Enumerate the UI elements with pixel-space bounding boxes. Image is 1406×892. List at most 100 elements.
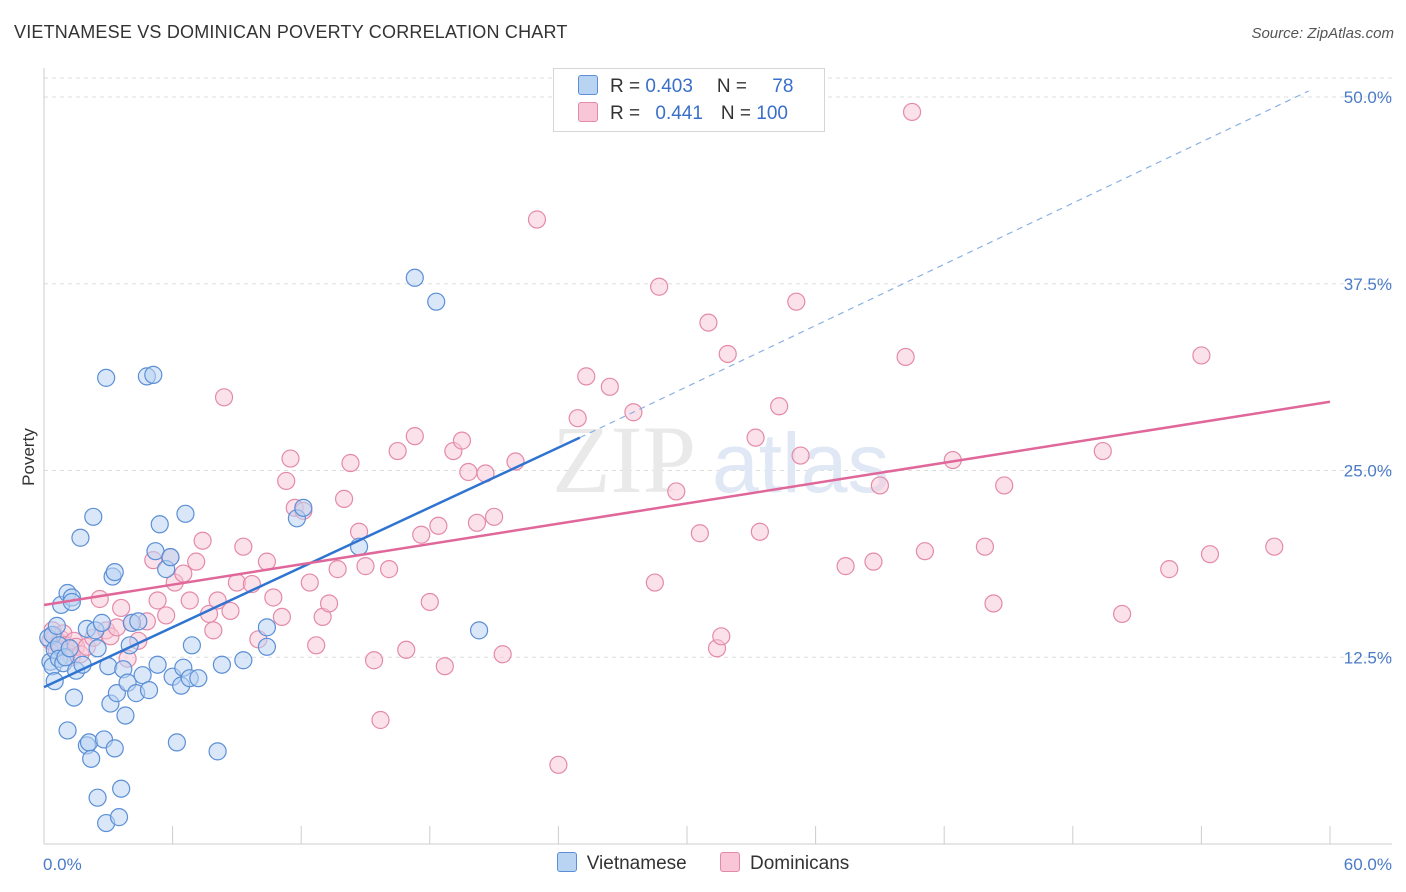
vietnamese-point-75 — [469, 621, 489, 640]
dominicans-point-108 — [1192, 346, 1211, 365]
vietnamese-point-40 — [112, 779, 131, 798]
dominicans-point-26 — [157, 606, 176, 625]
vietnamese-point-24 — [82, 749, 101, 768]
dominicans-point-80 — [600, 377, 619, 396]
dominicans-point-109 — [1200, 545, 1220, 564]
dominicans-point-44 — [272, 607, 292, 627]
dominicans-point-104 — [995, 476, 1014, 495]
dominicans-point-71 — [467, 513, 487, 532]
dominicans-point-60 — [379, 560, 399, 579]
dominicans-point-102 — [975, 537, 995, 556]
axes — [43, 68, 1392, 845]
dominicans-point-63 — [405, 427, 424, 446]
dominicans-point-34 — [204, 621, 223, 640]
dominicans-point-91 — [750, 522, 769, 541]
legend-n-value: 78 — [772, 76, 794, 97]
x-tick-label-min: 0.0% — [43, 855, 82, 874]
vietnamese-point-68 — [257, 637, 277, 656]
dominicans-points — [41, 102, 1284, 774]
series-legend: Vietnamese Dominicans — [0, 852, 1406, 875]
legend-r-label: R = — [610, 76, 646, 97]
dominicans-point-69 — [452, 431, 472, 450]
dominicans-point-50 — [307, 636, 326, 655]
dominicans-point-62 — [397, 640, 416, 659]
dominicans-point-58 — [364, 651, 384, 670]
dominicans-point-78 — [568, 409, 587, 428]
legend-item-dominicans: Dominicans — [720, 852, 849, 875]
dominicans-point-43 — [264, 588, 283, 607]
dominicans-point-83 — [650, 277, 669, 296]
dominicans-point-36 — [214, 388, 234, 407]
vietnamese-points — [39, 268, 489, 833]
dominicans-point-94 — [791, 446, 810, 465]
legend-row-vietnamese: R = 0.403 N = 78 — [578, 75, 793, 101]
dominicans-point-103 — [984, 594, 1003, 613]
dominicans-point-105 — [1093, 441, 1112, 461]
dominicans-point-31 — [187, 552, 206, 571]
dominicans-point-110 — [1265, 537, 1284, 556]
dominicans-point-67 — [435, 657, 454, 676]
y-tick-label-3: 50.0% — [1344, 88, 1392, 107]
dominicans-point-96 — [864, 552, 883, 571]
y-tick-label-0: 12.5% — [1344, 648, 1392, 667]
vietnamese-point-65 — [208, 742, 227, 761]
vietnamese-point-39 — [109, 808, 129, 827]
dominicans-point-74 — [493, 645, 512, 664]
vietnamese-point-27 — [88, 788, 107, 807]
dominicans-swatch — [578, 102, 598, 122]
dominicans-point-93 — [787, 292, 806, 311]
grid-lines — [44, 77, 1392, 658]
dominicans-point-54 — [334, 489, 354, 508]
dominicans-point-52 — [319, 594, 339, 613]
dominicans-point-107 — [1160, 560, 1179, 579]
legend-n-label: N = — [720, 103, 757, 124]
vietnamese-point-61 — [176, 504, 195, 523]
dominicans-point-66 — [429, 516, 448, 535]
dominicans-point-100 — [915, 542, 935, 561]
vietnamese-point-28 — [88, 639, 107, 658]
dominicans-point-106 — [1112, 604, 1132, 624]
vietnamese-point-53 — [148, 655, 167, 674]
legend-r-label: R = — [610, 103, 646, 124]
dominicans-point-70 — [459, 462, 478, 482]
vietnamese-point-23 — [79, 733, 99, 752]
legend-n-value: 100 — [756, 103, 788, 124]
vietnamese-point-17 — [64, 688, 84, 707]
vietnamese-point-19 — [71, 528, 90, 547]
legend-r-value: 0.403 — [645, 76, 693, 97]
dominicans-point-84 — [667, 482, 686, 501]
dominicans-swatch — [720, 852, 740, 872]
legend-n-label: N = — [716, 76, 753, 97]
vietnamese-point-69 — [257, 618, 277, 637]
dominicans-point-30 — [180, 591, 199, 610]
vietnamese-point-66 — [212, 655, 231, 674]
dominicans-point-82 — [645, 573, 664, 592]
dominicans-point-45 — [277, 471, 296, 491]
vietnamese-swatch — [556, 852, 577, 872]
legend-label-dominicans: Dominicans — [750, 853, 850, 874]
y-tick-label-2: 37.5% — [1344, 275, 1392, 294]
y-tick-labels: 12.5% 25.0% 37.5% 50.0% — [1344, 88, 1392, 667]
dominicans-point-61 — [388, 441, 407, 461]
vietnamese-point-25 — [84, 507, 103, 526]
chart-title: VIETNAMESE VS DOMINICAN POVERTY CORRELAT… — [14, 22, 568, 42]
x-tick-label-max: 60.0% — [1344, 855, 1392, 874]
dominicans-point-18 — [107, 618, 126, 637]
vietnamese-point-73 — [405, 268, 424, 287]
vietnamese-point-37 — [105, 739, 124, 758]
dominicans-point-89 — [718, 344, 737, 364]
legend-item-vietnamese: Vietnamese — [556, 852, 687, 875]
dominicans-point-76 — [527, 210, 547, 229]
y-axis-title: Poverty — [19, 428, 38, 486]
vietnamese-point-74 — [427, 292, 446, 311]
dominicans-point-64 — [412, 525, 431, 544]
dominicans-point-15 — [90, 589, 109, 609]
dominicans-point-49 — [300, 573, 319, 592]
dominicans-point-32 — [193, 531, 212, 550]
vietnamese-point-50 — [139, 681, 159, 700]
dominicans-point-55 — [341, 453, 360, 473]
dominicans-point-59 — [371, 710, 390, 730]
vietnamese-point-51 — [144, 365, 163, 384]
vietnamese-point-56 — [161, 548, 180, 567]
